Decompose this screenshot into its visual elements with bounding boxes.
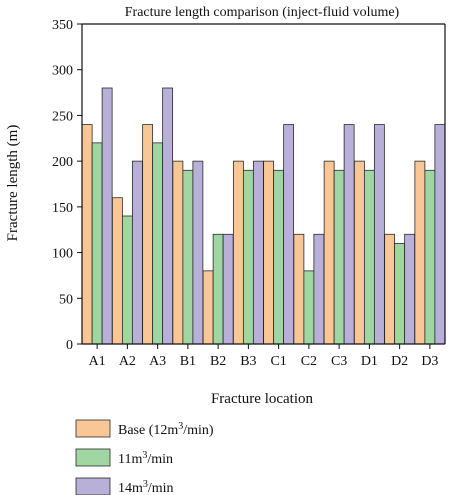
y-tick-label: 0 [66, 338, 73, 353]
bar-c1-series-1 [263, 160, 275, 345]
bar-b2-series-2 [212, 233, 224, 345]
bar-a1-series-1 [81, 124, 93, 345]
bar-a3-series-3 [162, 87, 174, 345]
x-tick-label: B2 [210, 354, 226, 369]
legend-label-2: 11m3/min [118, 450, 173, 468]
bars-group [81, 87, 446, 345]
bar-a1-series-2 [91, 142, 103, 345]
bar-b3-series-1 [232, 160, 244, 345]
bar-c3-series-2 [333, 169, 345, 345]
bar-c1-series-3 [283, 124, 295, 345]
bar-c1-series-2 [273, 169, 285, 345]
legend-label-1: Base (12m3/min) [118, 421, 214, 439]
bar-d2-series-1 [384, 233, 396, 345]
x-tick-label: B1 [180, 354, 196, 369]
bar-a2-series-1 [111, 197, 123, 345]
legend-swatch-3 [75, 477, 111, 495]
y-ticks-group: 0 50 100 150 200 250 300 350 [52, 18, 82, 353]
bar-b3-series-2 [242, 169, 254, 345]
x-axis-label: Fracture location [211, 391, 314, 407]
x-tick-label: D2 [391, 354, 408, 369]
x-tick-label: D3 [421, 354, 438, 369]
x-tick-label: A1 [89, 354, 106, 369]
y-tick-label: 50 [59, 292, 73, 307]
x-tick-label: C2 [301, 354, 317, 369]
bar-b1-series-1 [172, 160, 184, 345]
bar-d3-series-3 [434, 124, 446, 345]
chart-title: Fracture length comparison (inject-fluid… [125, 5, 400, 20]
y-tick-label: 250 [52, 109, 73, 124]
bar-a2-series-3 [131, 160, 143, 345]
bar-a1-series-3 [101, 87, 113, 345]
legend-swatch-2 [75, 448, 111, 467]
bar-c3-series-1 [323, 160, 335, 345]
y-axis-label: Fracture length (m) [5, 125, 21, 242]
x-tick-label: A2 [119, 354, 136, 369]
x-tick-label: B3 [240, 354, 256, 369]
x-ticks-group: A1 A2 A3 B1 B2 B3 C1 C2 C3 D1 D2 D3 [89, 344, 438, 369]
y-tick-label: 100 [52, 247, 73, 262]
bar-b1-series-2 [182, 169, 194, 345]
bar-d1-series-3 [373, 124, 385, 345]
bar-b3-series-3 [252, 160, 264, 345]
bar-a2-series-2 [121, 215, 133, 345]
bar-d2-series-3 [404, 233, 416, 345]
y-tick-label: 300 [52, 64, 73, 79]
y-tick-label: 200 [52, 155, 73, 170]
bar-b1-series-3 [192, 160, 204, 345]
bar-c2-series-2 [303, 270, 315, 345]
bar-d1-series-1 [353, 160, 365, 345]
bar-c3-series-3 [343, 124, 355, 345]
bar-d3-series-1 [414, 160, 426, 345]
bar-b2-series-3 [222, 233, 234, 345]
axes-group [81, 23, 446, 345]
bar-b2-series-1 [202, 270, 214, 345]
legend-label-3: 14m3/min [118, 479, 174, 495]
y-tick-label: 350 [52, 18, 73, 33]
x-tick-label: D1 [361, 354, 378, 369]
bar-c2-series-3 [313, 233, 325, 345]
legend: Base (12m3/min) 11m3/min 14m3/min [75, 419, 214, 495]
bar-d3-series-2 [424, 169, 436, 345]
x-tick-label: C1 [270, 354, 286, 369]
legend-swatch-1 [75, 419, 111, 438]
x-tick-label: C3 [331, 354, 347, 369]
bar-c2-series-1 [293, 233, 305, 345]
y-tick-label: 150 [52, 201, 73, 216]
x-tick-label: A3 [149, 354, 166, 369]
bar-d1-series-2 [363, 169, 375, 345]
bar-a3-series-2 [152, 142, 164, 345]
bar-d2-series-2 [394, 243, 406, 345]
bar-a3-series-1 [142, 124, 154, 345]
